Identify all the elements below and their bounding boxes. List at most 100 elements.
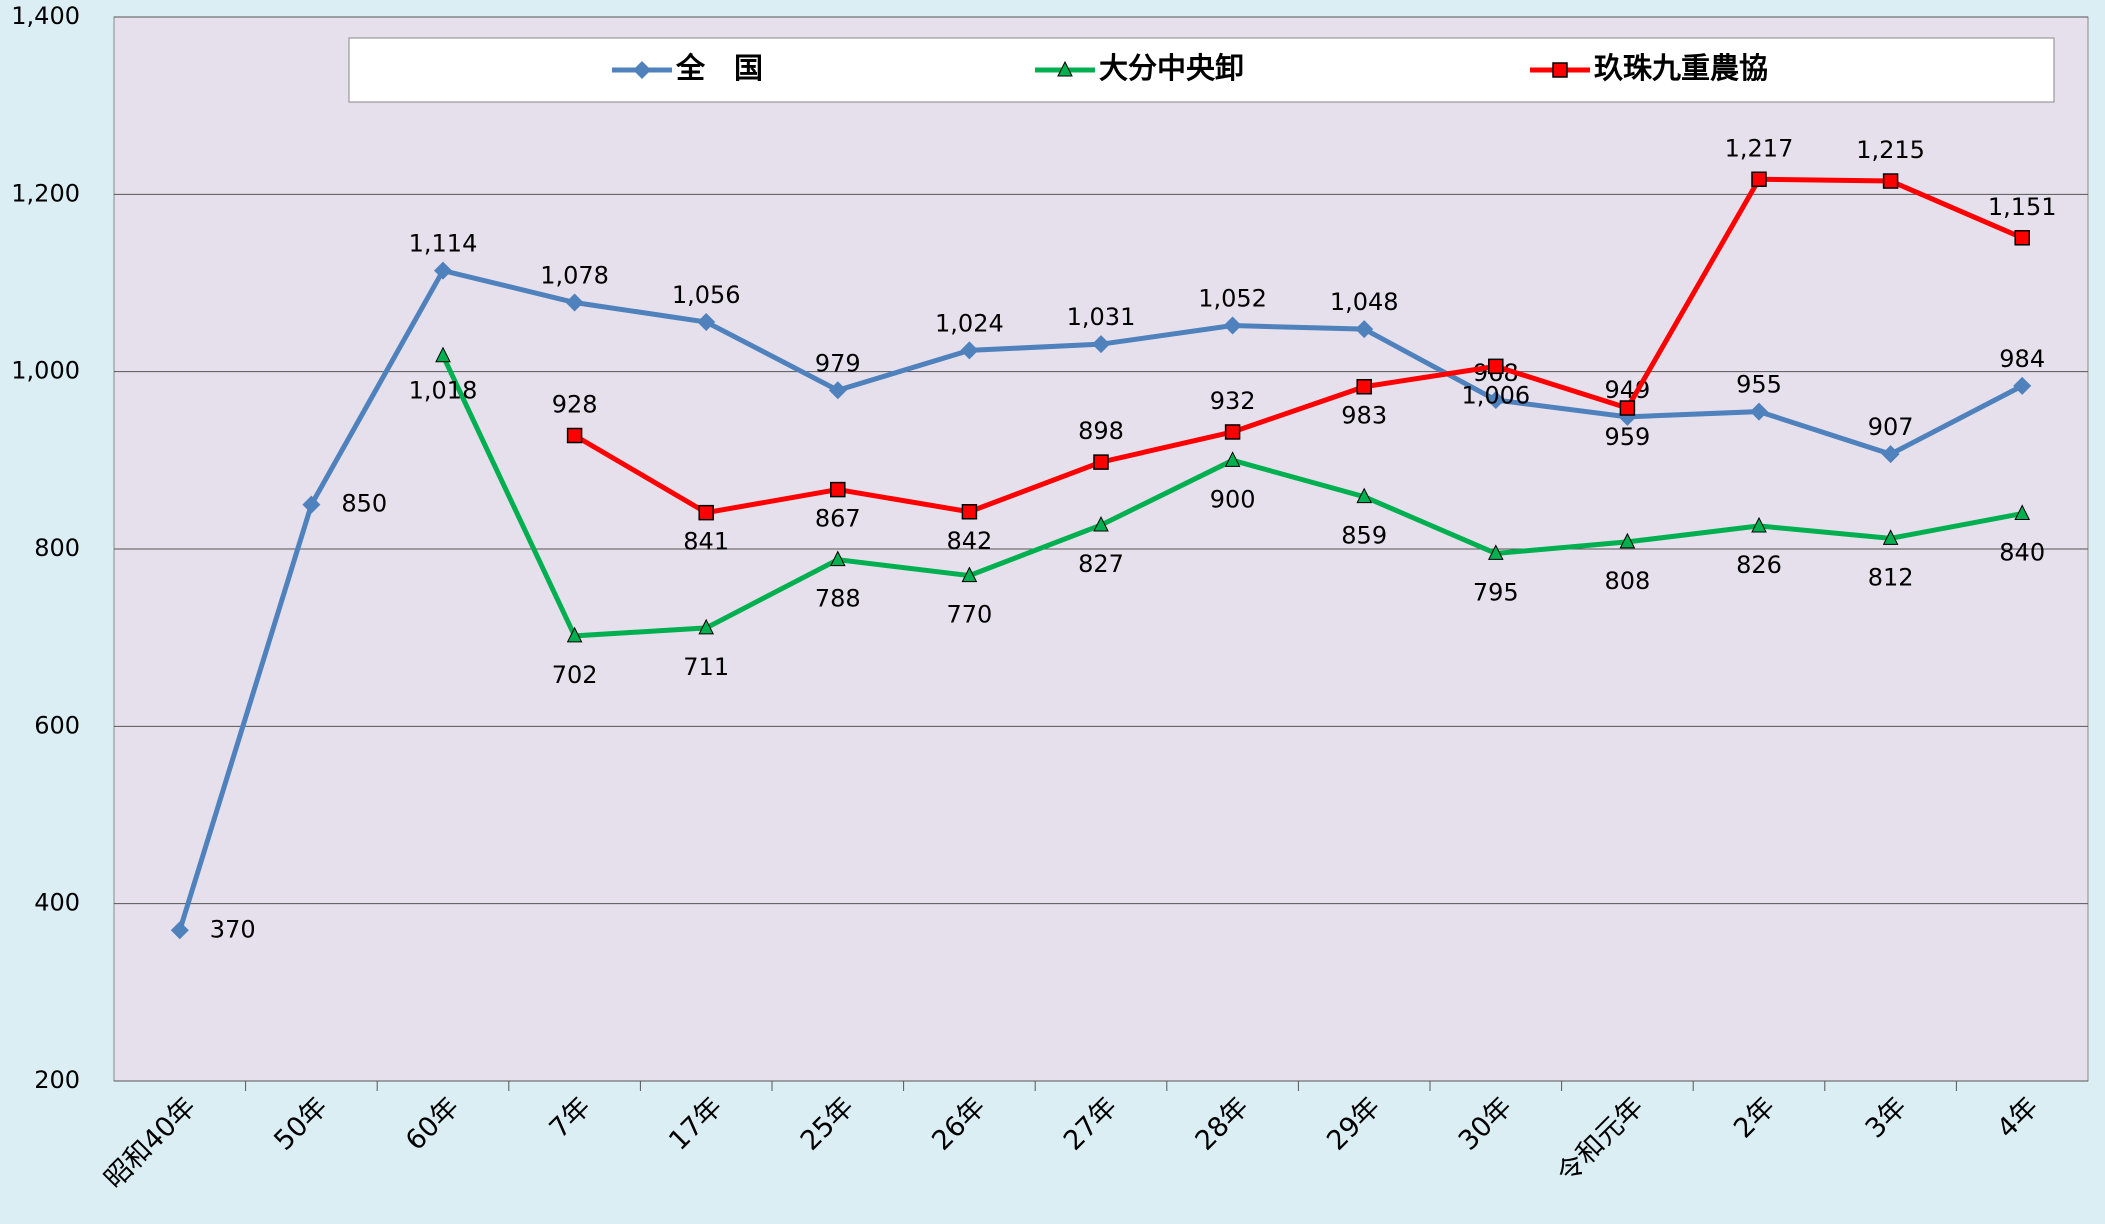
data-label: 1,048 — [1330, 288, 1399, 316]
marker — [1751, 516, 1767, 533]
data-label: 840 — [1999, 539, 2045, 567]
marker — [2013, 376, 2032, 395]
marker — [1488, 358, 1504, 375]
marker — [1093, 454, 1109, 470]
x-tick-label: 26年 — [926, 1091, 991, 1156]
marker — [1092, 335, 1110, 354]
marker — [1552, 62, 1568, 78]
data-label: 983 — [1341, 402, 1387, 430]
marker — [1619, 400, 1636, 416]
series: 1,018 702 711 788 770 827 900 859 795 808 826 812 84… — [409, 346, 2045, 689]
legend-label: 全 国 — [675, 51, 763, 85]
y-tick-label: 400 — [34, 889, 80, 917]
data-label: 850 — [341, 490, 387, 518]
x-tick-label: 3年 — [1860, 1091, 1913, 1144]
marker — [2014, 504, 2031, 521]
x-tick-label: 60年 — [400, 1091, 465, 1156]
data-label: 1,078 — [540, 262, 609, 290]
data-label: 1,031 — [1067, 303, 1136, 331]
marker — [170, 921, 189, 940]
marker — [434, 261, 452, 280]
marker — [960, 341, 979, 360]
marker — [1619, 532, 1636, 549]
marker — [961, 504, 978, 520]
data-label: 841 — [683, 528, 729, 556]
x-tick-label: 2年 — [1728, 1091, 1781, 1144]
series: 928 841 867 842 898 932 983 1,006 959 1,217 1,215 1… — [552, 134, 2057, 555]
data-label: 907 — [1868, 413, 1914, 441]
data-label: 842 — [946, 527, 992, 555]
marker — [566, 626, 583, 643]
data-label: 1,215 — [1856, 136, 1925, 164]
x-tick-label: 50年 — [268, 1091, 333, 1156]
line — [573, 176, 2024, 516]
marker — [1355, 320, 1374, 339]
marker — [1224, 451, 1241, 467]
data-label: 370 — [210, 915, 256, 943]
legend-label: 大分中央卸 — [1099, 51, 1244, 85]
data-label: 1,151 — [1988, 193, 2057, 221]
marker — [829, 550, 846, 567]
marker — [828, 381, 847, 400]
y-tick-label: 800 — [34, 534, 80, 562]
marker — [566, 427, 583, 444]
data-label: 859 — [1341, 522, 1387, 550]
x-tick-label: 27年 — [1058, 1091, 1123, 1156]
x-tick-label: 17年 — [663, 1091, 728, 1156]
data-label: 808 — [1604, 567, 1650, 595]
x-tick-label: 28年 — [1190, 1091, 1255, 1156]
data-label: 827 — [1078, 550, 1124, 578]
data-label: 867 — [815, 505, 861, 533]
data-label: 812 — [1868, 563, 1914, 591]
x-tick-label: 7年 — [544, 1091, 597, 1144]
y-tick-label: 1,400 — [11, 2, 80, 30]
series: 370 850 1,114 1,078 1,056 979 1,024 1,031 1,052 1… — [170, 230, 2045, 943]
x-tick-label: 4年 — [1991, 1091, 2044, 1144]
data-label: 826 — [1736, 551, 1782, 579]
marker — [1750, 402, 1768, 421]
marker — [1486, 391, 1505, 410]
marker — [435, 346, 451, 363]
marker — [698, 504, 714, 521]
marker — [633, 61, 651, 79]
data-label: 702 — [552, 661, 598, 689]
marker — [1882, 529, 1899, 545]
marker — [1882, 173, 1899, 189]
data-label: 1,018 — [409, 377, 478, 405]
x-tick-label: 令和元年 — [1551, 1091, 1649, 1189]
data-label: 711 — [683, 653, 729, 681]
marker — [1356, 487, 1373, 504]
data-label: 770 — [946, 601, 992, 629]
data-label: 900 — [1210, 485, 1256, 513]
data-label: 1,114 — [409, 230, 478, 258]
data-label: 898 — [1078, 417, 1124, 445]
marker — [1881, 445, 1900, 464]
data-label: 1,052 — [1198, 285, 1267, 313]
marker — [1093, 515, 1109, 532]
marker — [1751, 171, 1767, 188]
y-tick-label: 200 — [34, 1066, 80, 1094]
data-label: 1,006 — [1461, 381, 1530, 409]
marker — [697, 313, 716, 332]
marker — [698, 618, 715, 635]
marker — [830, 481, 846, 498]
x-tick-label: 昭和40年 — [99, 1091, 202, 1194]
y-tick-label: 600 — [34, 711, 80, 739]
marker — [1487, 544, 1504, 560]
data-label: 1,024 — [935, 309, 1004, 337]
marker — [961, 566, 978, 583]
marker — [2014, 230, 2030, 246]
data-label: 955 — [1736, 371, 1782, 399]
data-label: 959 — [1604, 423, 1650, 451]
x-tick-label: 25年 — [795, 1091, 860, 1156]
x-tick-label: 29年 — [1321, 1091, 1386, 1156]
marker — [1057, 60, 1073, 77]
marker — [1224, 424, 1241, 440]
data-label: 979 — [815, 349, 861, 377]
x-tick-label: 30年 — [1453, 1091, 1518, 1156]
marker — [1223, 316, 1242, 335]
data-label: 795 — [1473, 578, 1519, 606]
marker — [1356, 378, 1372, 395]
data-label: 788 — [815, 585, 861, 613]
